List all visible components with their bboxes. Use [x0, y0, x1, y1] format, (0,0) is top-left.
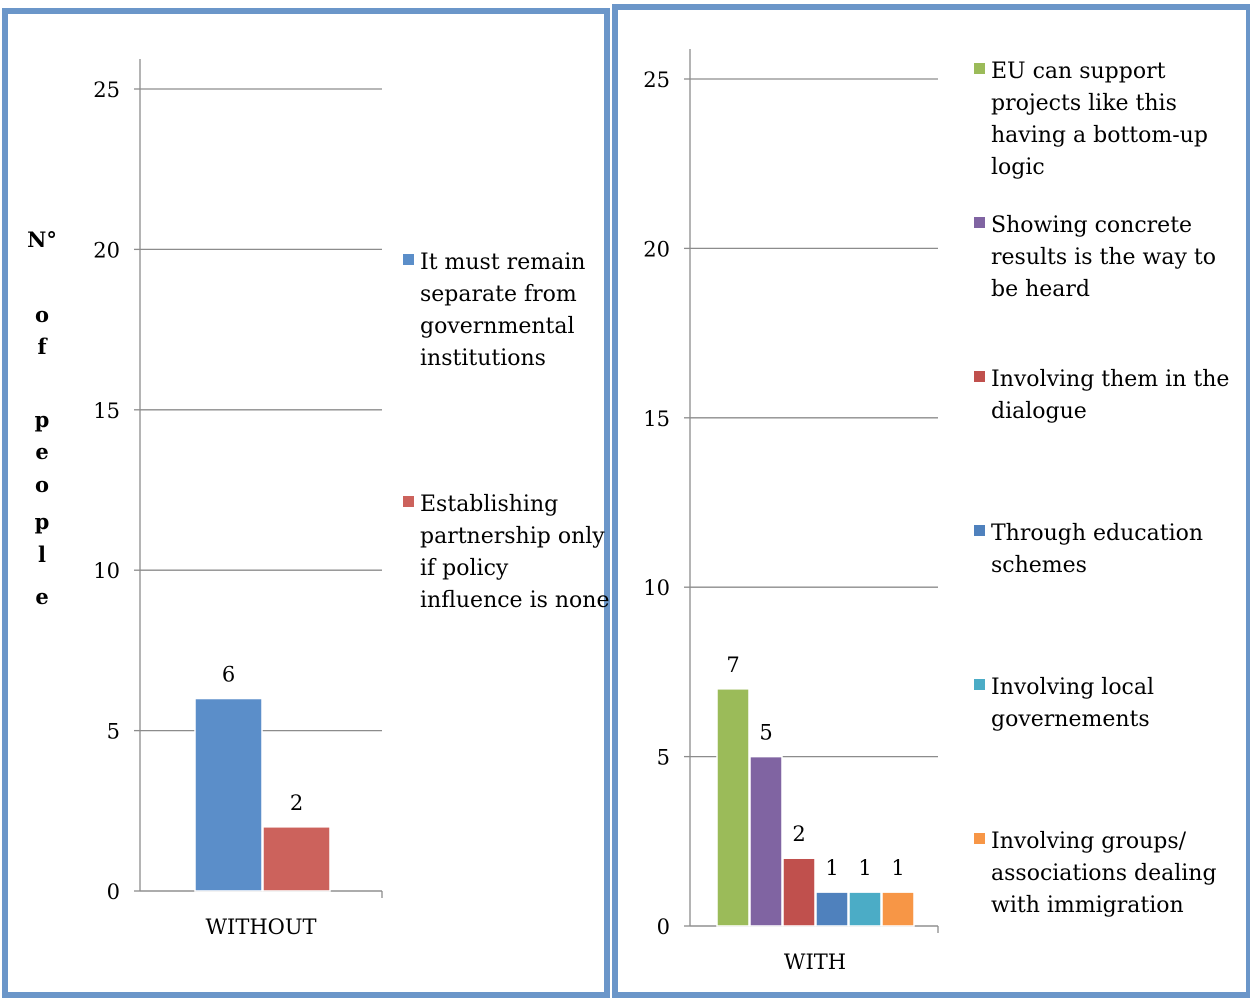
legend-swatch [974, 217, 985, 228]
legend-swatch [974, 371, 985, 382]
bar [749, 755, 783, 927]
legend-swatch [974, 525, 985, 536]
data-label: 1 [891, 856, 904, 880]
data-label: 1 [858, 856, 871, 880]
y-axis-label-letter: p [35, 407, 50, 432]
y-tick-label: 25 [93, 78, 120, 102]
legend-entry: It must remain separate from governmental i… [420, 250, 585, 371]
y-axis-label-letter: f [37, 334, 48, 359]
data-label: 6 [222, 663, 235, 687]
legend-swatch [403, 254, 414, 265]
legend-swatch [974, 63, 985, 74]
y-tick-label: 5 [107, 720, 120, 744]
legend-entry: Involving them in the dialogue [991, 367, 1229, 424]
y-tick-label: 0 [107, 880, 120, 904]
data-label: 2 [290, 791, 303, 815]
legend-swatch [403, 496, 414, 507]
legend-entry: Establishing partnership only if policy inf… [420, 492, 610, 613]
y-tick-label: 15 [643, 407, 670, 431]
legend-entry: Involving local governements [991, 675, 1154, 732]
bar [815, 891, 849, 927]
y-axis-label-letter: e [35, 584, 48, 609]
legend-entry: Showing concrete results is the way to be … [991, 213, 1216, 302]
y-tick-label: 10 [643, 576, 670, 600]
data-label: 7 [726, 653, 739, 677]
legend-entry: EU can support projects like this having a… [991, 59, 1208, 180]
y-tick-label: 0 [657, 915, 670, 939]
legend-entry: Through education schemes [991, 521, 1203, 578]
legend-swatch [974, 679, 985, 690]
x-category-label: WITH [784, 950, 846, 974]
y-tick-label: 20 [643, 237, 670, 261]
y-tick-label: 15 [93, 399, 120, 423]
bar [716, 688, 750, 927]
y-tick-label: 10 [93, 559, 120, 583]
y-tick-label: 5 [657, 746, 670, 770]
data-label: 2 [792, 822, 805, 846]
legend-swatch [974, 833, 985, 844]
y-axis-label-letter: o [35, 302, 49, 327]
y-axis-label-letter: l [38, 542, 46, 567]
y-axis-label-letter: o [35, 472, 49, 497]
data-label: 1 [825, 856, 838, 880]
x-category-label: WITHOUT [205, 915, 316, 939]
y-tick-label: 25 [643, 68, 670, 92]
bar [848, 891, 882, 927]
y-axis-label-letter: p [35, 509, 50, 534]
bar [881, 891, 915, 927]
y-axis-label-letter: N° [27, 227, 57, 252]
bar [194, 697, 263, 892]
legend-entry: Involving groups/associations dealing wit… [991, 829, 1217, 918]
bar [782, 857, 816, 927]
bar [262, 826, 331, 892]
data-label: 5 [759, 721, 772, 745]
chart-without: 0 5 10 15 20 25 6 2 WITHOUT It must remain separat… [27, 59, 610, 939]
y-axis-label-letter: e [35, 439, 48, 464]
y-tick-label: 20 [93, 238, 120, 262]
